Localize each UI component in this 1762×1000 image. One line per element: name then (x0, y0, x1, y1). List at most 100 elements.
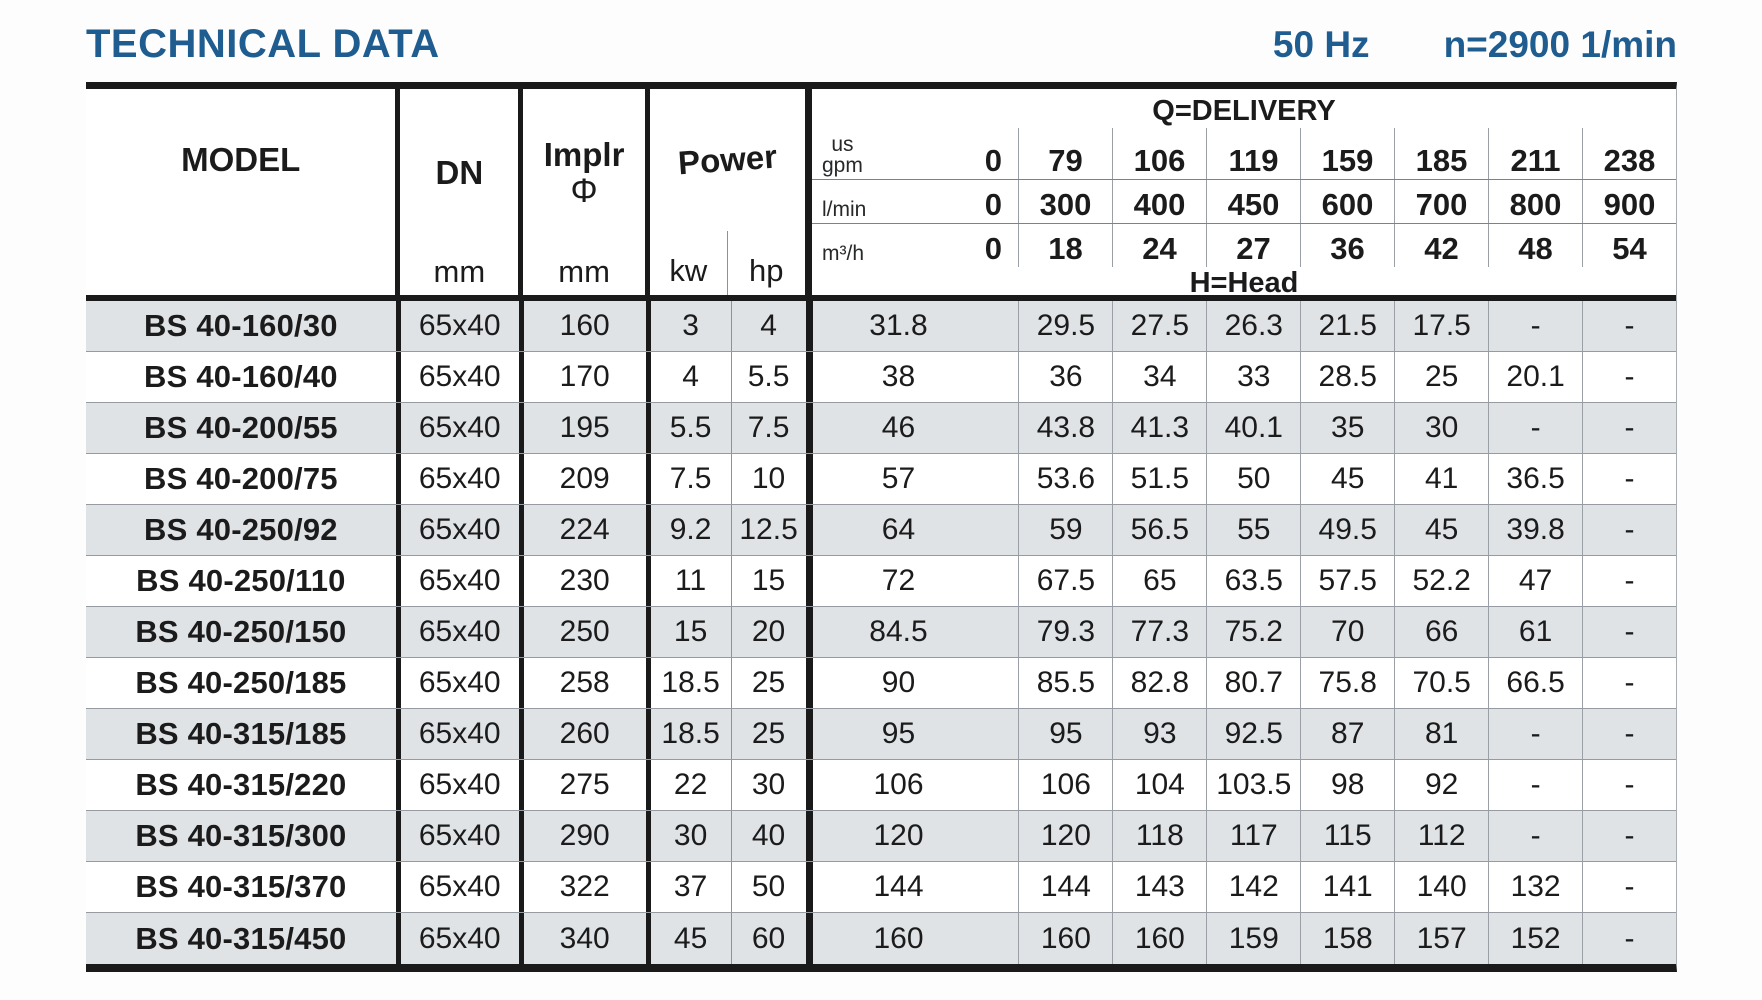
head-cell: 63.5 (1206, 556, 1300, 606)
head-cell: 106 (873, 768, 924, 801)
kw-cell: 9.2 (651, 505, 732, 555)
table-row: BS 40-200/55 65x40 195 5.5 7.5 46 43.8 41.3 40.1… (86, 403, 1676, 454)
impeller-cell: 170 (524, 352, 651, 402)
kw-cell: 18.5 (651, 709, 732, 759)
model-cell: BS 40-315/300 (86, 811, 401, 861)
head-cell: - (1582, 607, 1676, 657)
impeller-cell: 290 (524, 811, 651, 861)
head-cell: 132 (1488, 862, 1582, 912)
dn-cell: 65x40 (401, 862, 524, 912)
spec-group: 50 Hz n=2900 1/min (1273, 24, 1677, 66)
power-header-label: Power (676, 137, 779, 182)
flow-unit-label-main: l/min (822, 198, 867, 221)
flow-value: 24 (1112, 224, 1206, 267)
head-cell: 72 (881, 564, 916, 597)
head-cell: 92 (1394, 760, 1488, 810)
flow-value: 185 (1394, 128, 1488, 179)
model-cell: BS 40-315/370 (86, 862, 401, 912)
head-cell: 106 (1018, 760, 1112, 810)
model-cell: BS 40-315/185 (86, 709, 401, 759)
hp-cell: 25 (732, 709, 813, 759)
impeller-cell: 224 (524, 505, 651, 555)
head-cell: 30 (1394, 403, 1488, 453)
kw-cell: 7.5 (651, 454, 732, 504)
head-cell: - (1582, 760, 1676, 810)
head-cell: - (1582, 454, 1676, 504)
head-cell: 75.2 (1206, 607, 1300, 657)
head-cell: - (1582, 352, 1676, 402)
model-cell: BS 40-315/450 (86, 913, 401, 964)
head-cell: - (1582, 709, 1676, 759)
model-cell: BS 40-200/75 (86, 454, 401, 504)
table-row: BS 40-315/185 65x40 260 18.5 25 95 95 93 92.5 87 8… (86, 709, 1676, 760)
hp-cell: 40 (732, 811, 813, 861)
dn-cell: 65x40 (401, 760, 524, 810)
flow-rows-container: us gpm 0 79 106 119 159 185 211 238 l/min 0 300 400 45… (812, 128, 1676, 267)
impeller-cell: 340 (524, 913, 651, 964)
speed-label: n=2900 1/min (1443, 24, 1677, 65)
kw-cell: 45 (651, 913, 732, 964)
head-cell: 28.5 (1300, 352, 1394, 402)
head-cell: 65 (1112, 556, 1206, 606)
head-cell: - (1582, 862, 1676, 912)
flow-value: 48 (1488, 224, 1582, 267)
kw-cell: 4 (651, 352, 732, 402)
head-cell: 27.5 (1112, 301, 1206, 351)
head-cell: 66 (1394, 607, 1488, 657)
head-cell: 81 (1394, 709, 1488, 759)
flow-value: 700 (1394, 180, 1488, 223)
head-cell: 66.5 (1488, 658, 1582, 708)
table-row: BS 40-250/185 65x40 258 18.5 25 90 85.5 82.8 80.… (86, 658, 1676, 709)
head-cell: 77.3 (1112, 607, 1206, 657)
head-cell: 20.1 (1488, 352, 1582, 402)
dn-cell: 65x40 (401, 607, 524, 657)
head-cell: 45 (1300, 454, 1394, 504)
flow-unit-label: m³/h (822, 243, 864, 264)
column-header-power: Power kw hp (650, 89, 812, 295)
kw-cell: 15 (651, 607, 732, 657)
flow-unit-row: us gpm 0 79 106 119 159 185 211 238 (812, 128, 1676, 180)
head-cell: 21.5 (1300, 301, 1394, 351)
dn-header-label: DN (435, 154, 484, 191)
head-cell: 118 (1112, 811, 1206, 861)
dn-cell: 65x40 (401, 913, 524, 964)
hp-cell: 30 (732, 760, 813, 810)
kw-cell: 22 (651, 760, 732, 810)
head-cell: 41 (1394, 454, 1488, 504)
model-cell: BS 40-250/110 (86, 556, 401, 606)
head-cell: - (1582, 811, 1676, 861)
head-cell: 64 (881, 513, 916, 546)
impeller-cell: 230 (524, 556, 651, 606)
table-row: BS 40-315/300 65x40 290 30 40 120 120 118 117 115… (86, 811, 1676, 862)
flow-value: 0 (984, 143, 1002, 178)
head-cell: 80.7 (1206, 658, 1300, 708)
head-cell: 52.2 (1394, 556, 1488, 606)
dn-cell: 65x40 (401, 658, 524, 708)
model-cell: BS 40-200/55 (86, 403, 401, 453)
head-cell: 39.8 (1488, 505, 1582, 555)
head-cell: 61 (1488, 607, 1582, 657)
model-cell: BS 40-250/150 (86, 607, 401, 657)
head-cell: 25 (1394, 352, 1488, 402)
head-cell: 95 (1018, 709, 1112, 759)
head-cell: 53.6 (1018, 454, 1112, 504)
flow-unit-cell: us gpm 0 (812, 128, 1018, 179)
head-cell: 120 (873, 819, 924, 852)
flow-value: 800 (1488, 180, 1582, 223)
head-cell: 35 (1300, 403, 1394, 453)
dn-cell: 65x40 (401, 505, 524, 555)
hp-cell: 5.5 (732, 352, 813, 402)
technical-data-table: MODEL DN mm Implr Φ mm Power kw hp (86, 82, 1677, 972)
head-cell: 144 (873, 870, 924, 903)
hp-cell: 25 (732, 658, 813, 708)
h-head-title: H=Head (1189, 267, 1299, 299)
head-cell: 104 (1112, 760, 1206, 810)
head-cell: 17.5 (1394, 301, 1488, 351)
dn-cell: 65x40 (401, 454, 524, 504)
head-cell: 95 (881, 717, 916, 750)
head-cell: 51.5 (1112, 454, 1206, 504)
impeller-header-unit: mm (558, 254, 610, 289)
column-header-delivery: Q=DELIVERY us gpm 0 79 106 119 159 185 211 238 l/m… (812, 89, 1676, 299)
head-cell: 85.5 (1018, 658, 1112, 708)
head-cell: 47 (1488, 556, 1582, 606)
